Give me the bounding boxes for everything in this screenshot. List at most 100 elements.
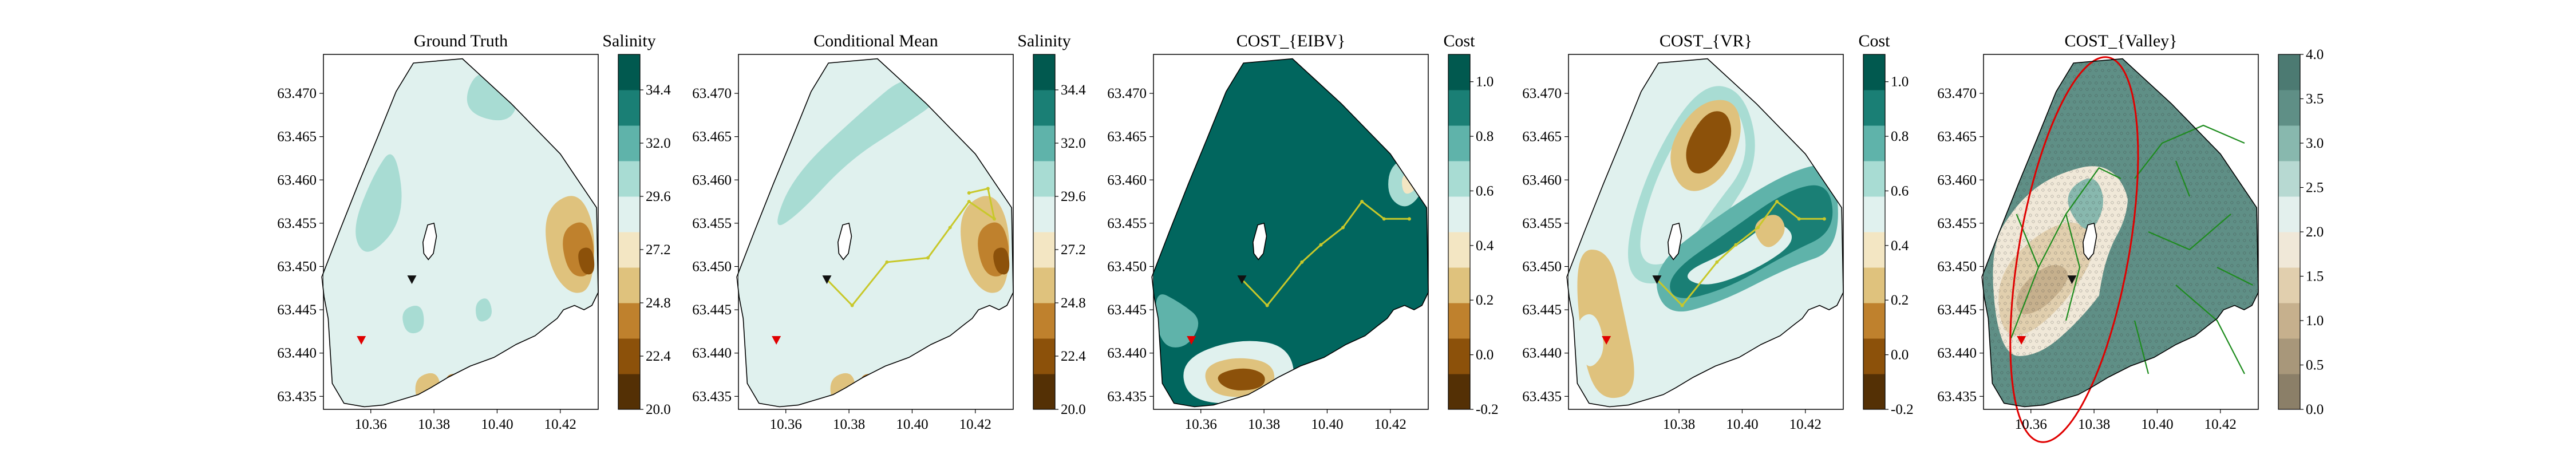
grid-node xyxy=(2101,94,2104,97)
grid-node xyxy=(2022,188,2026,192)
colorbar-band xyxy=(1448,54,1470,90)
grid-node xyxy=(2120,119,2123,123)
grid-node xyxy=(2038,232,2041,236)
grid-node xyxy=(2214,207,2218,211)
grid-node xyxy=(2145,132,2148,135)
grid-node xyxy=(2208,182,2211,185)
grid-node xyxy=(2120,207,2123,211)
grid-node xyxy=(2107,245,2111,248)
grid-node xyxy=(2136,75,2139,78)
grid-node xyxy=(2054,277,2057,280)
grid-node xyxy=(2060,302,2064,305)
grid-node xyxy=(2063,132,2067,135)
grid-node xyxy=(2107,220,2111,223)
grid-node xyxy=(2139,232,2142,236)
rrt-tree-branch-6 xyxy=(2175,285,2245,374)
grid-node xyxy=(2202,283,2205,286)
grid-node xyxy=(2000,384,2004,387)
grid-node xyxy=(2202,232,2205,236)
grid-node xyxy=(2123,302,2127,305)
grid-node xyxy=(2139,308,2142,311)
grid-node xyxy=(2079,365,2083,368)
grid-node xyxy=(2035,214,2038,217)
grid-node xyxy=(2067,264,2070,267)
grid-node xyxy=(2013,358,2016,362)
colorbar-band xyxy=(1448,196,1470,232)
grid-node xyxy=(2155,100,2158,104)
colorbar-band xyxy=(1033,267,1055,303)
x-tick-label: 10.38 xyxy=(1663,417,1695,432)
grid-node xyxy=(2069,195,2073,198)
colorbar-tick-label: 24.8 xyxy=(1061,295,1086,311)
grid-node xyxy=(2101,220,2104,223)
grid-node xyxy=(2038,207,2041,211)
grid-node xyxy=(2155,125,2158,129)
grid-node xyxy=(2183,144,2186,148)
y-tick-label: 63.460 xyxy=(277,172,317,188)
grid-node xyxy=(2126,144,2129,148)
current-marker xyxy=(407,275,417,285)
grid-node xyxy=(2092,62,2095,66)
grid-node xyxy=(2060,251,2064,255)
grid-node xyxy=(2019,295,2022,299)
grid-node xyxy=(2189,270,2192,274)
colorbar-band xyxy=(1863,196,1885,232)
grid-node xyxy=(2170,270,2174,274)
grid-node xyxy=(2174,264,2177,267)
grid-node xyxy=(2158,283,2161,286)
grid-node xyxy=(2057,358,2060,362)
grid-node xyxy=(2044,258,2048,261)
grid-node xyxy=(2199,302,2202,305)
colorbar-band xyxy=(1033,125,1055,161)
grid-node xyxy=(2233,258,2237,261)
grid-node xyxy=(2054,352,2057,356)
grid-node xyxy=(1997,327,2001,330)
grid-node xyxy=(2126,333,2129,337)
grid-node xyxy=(2032,308,2035,311)
grid-node xyxy=(2104,365,2108,368)
grid-node xyxy=(2195,283,2199,286)
grid-node xyxy=(2019,371,2022,374)
grid-node xyxy=(2136,277,2139,280)
grid-node xyxy=(2088,346,2092,349)
grid-node xyxy=(2170,258,2174,261)
grid-node xyxy=(2183,169,2186,173)
grid-node xyxy=(2151,295,2155,299)
grid-node xyxy=(2192,214,2196,217)
grid-node xyxy=(2032,169,2035,173)
grid-node xyxy=(2199,251,2202,255)
grid-node xyxy=(2183,157,2186,160)
grid-node xyxy=(2142,125,2146,129)
grid-node xyxy=(2057,384,2060,387)
grid-node xyxy=(2104,125,2108,129)
grid-node xyxy=(2092,289,2095,293)
grid-node xyxy=(2022,201,2026,204)
colorbar-band xyxy=(618,232,640,268)
colorbar-frame xyxy=(1033,54,1056,410)
grid-node xyxy=(2073,151,2076,154)
grid-node xyxy=(2132,295,2136,299)
grid-node xyxy=(2142,226,2146,230)
grid-node xyxy=(2054,100,2057,104)
grid-node xyxy=(2067,365,2070,368)
grid-node xyxy=(2113,169,2117,173)
grid-node xyxy=(2132,119,2136,123)
grid-node xyxy=(2098,251,2101,255)
grid-node xyxy=(1988,283,1991,286)
path-waypoint xyxy=(885,260,889,264)
grid-node xyxy=(2107,81,2111,85)
grid-node xyxy=(2107,207,2111,211)
grid-node xyxy=(2013,220,2016,223)
grid-node xyxy=(2227,207,2230,211)
grid-node xyxy=(2111,62,2114,66)
grid-node xyxy=(2132,169,2136,173)
grid-node xyxy=(2145,295,2148,299)
grid-node xyxy=(2101,119,2104,123)
colorbar-band xyxy=(1033,161,1055,197)
grid-node xyxy=(2082,169,2085,173)
grid-node xyxy=(1994,270,1997,274)
grid-node xyxy=(2101,308,2104,311)
grid-node xyxy=(2142,289,2146,293)
grid-node xyxy=(2025,220,2029,223)
grid-node xyxy=(2164,245,2167,248)
